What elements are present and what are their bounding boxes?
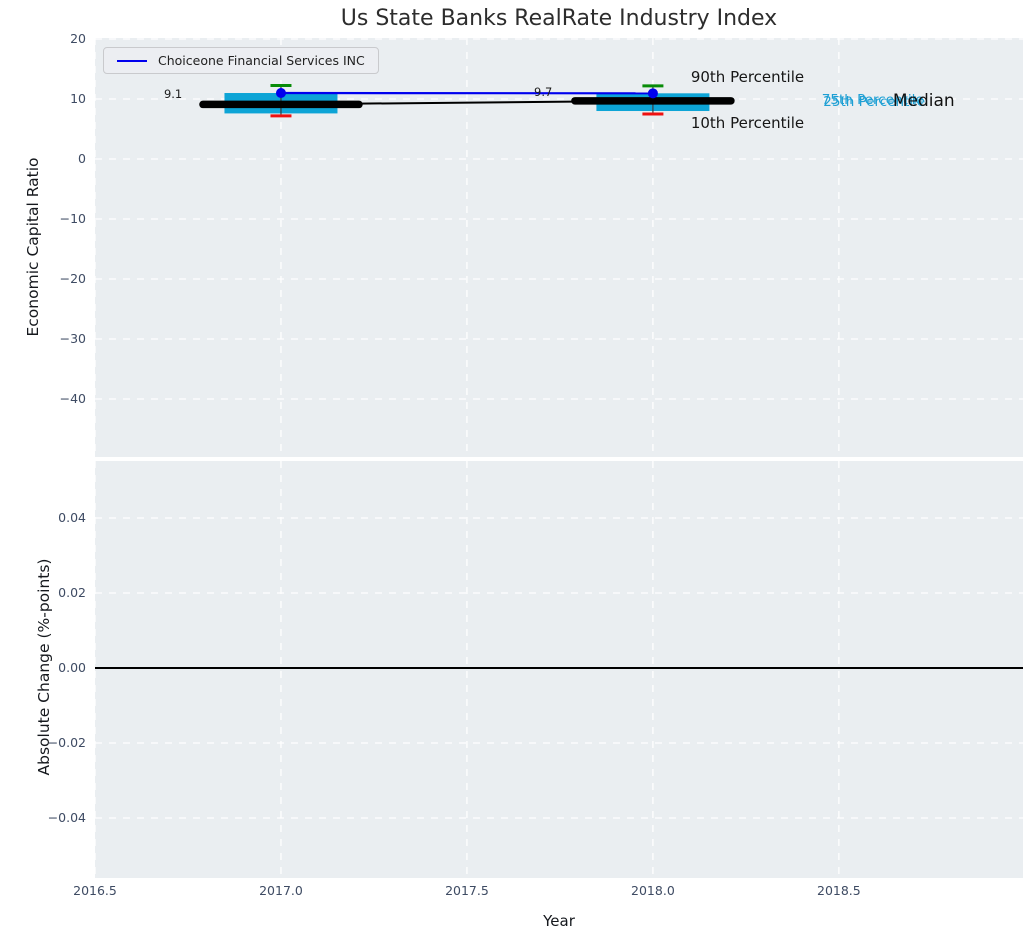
10th-percentile-label: 10th Percentile [690, 113, 805, 132]
y-tick-label: −40 [59, 390, 86, 406]
legend-line-swatch-icon [117, 59, 147, 62]
x-tick-label: 2017.5 [445, 883, 489, 898]
top-plot-area [95, 38, 1023, 457]
plot-canvas [95, 461, 1023, 878]
y-tick-label: −0.04 [47, 810, 86, 825]
company-marker [275, 88, 286, 99]
x-tick-label: 2018.0 [631, 883, 675, 898]
y-axis-label-top: Economic Capital Ratio [24, 157, 42, 337]
y-tick-label: −0.02 [47, 735, 86, 750]
plot-canvas [95, 38, 1023, 457]
y-tick-label: −10 [59, 211, 86, 226]
y-tick-label: 10 [70, 91, 86, 106]
y-tick-label: −30 [59, 330, 86, 346]
y-tick-label: 0.02 [58, 585, 86, 600]
x-tick-label: 2017.0 [259, 883, 303, 898]
y-tick-label: 0.04 [58, 510, 86, 525]
x-axis-label: Year [543, 912, 575, 930]
value-annotation: 9.7 [534, 84, 553, 99]
y-tick-label: 0 [78, 151, 86, 166]
legend-label: Choiceone Financial Services INC [158, 53, 365, 68]
75th-percentile-label: 75th Percentile [821, 91, 924, 108]
value-annotation: 9.1 [163, 87, 183, 102]
chart-title: Us State Banks RealRate Industry Index [340, 6, 778, 31]
bottom-plot-area [95, 461, 1023, 878]
90th-percentile-label: 90th Percentile [690, 67, 805, 86]
legend: Choiceone Financial Services INC [103, 47, 379, 74]
x-tick-label: 2016.5 [73, 883, 117, 898]
median-label: Median [892, 90, 955, 111]
y-tick-label: 0.00 [58, 660, 86, 675]
y-tick-label: −20 [59, 270, 86, 286]
y-tick-label: 20 [70, 31, 86, 47]
25th-percentile-label: 25th Percentile [823, 94, 926, 111]
company-marker [647, 88, 658, 99]
x-tick-label: 2018.5 [817, 883, 861, 898]
